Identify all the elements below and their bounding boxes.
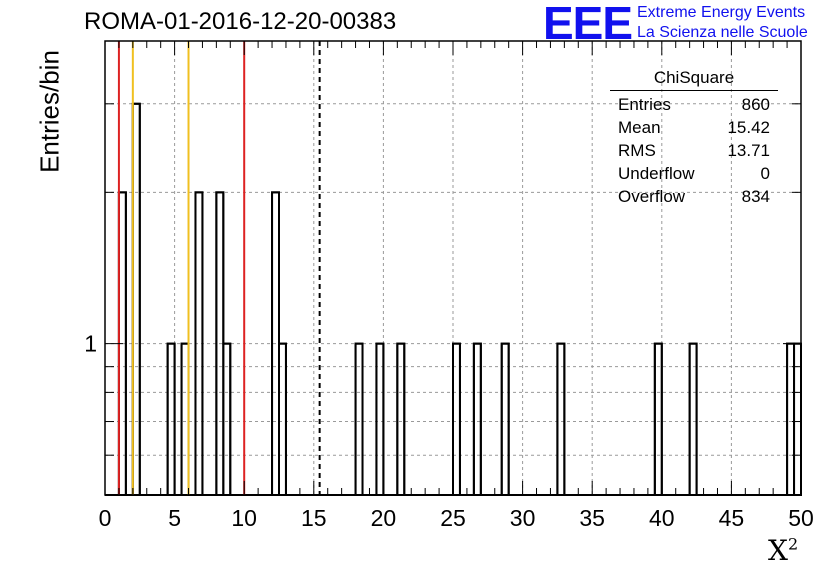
x-tick-label: 20 xyxy=(371,505,397,531)
stats-row-entries: Entries 860 xyxy=(610,93,778,116)
chart-title: ROMA-01-2016-12-20-00383 xyxy=(84,8,397,35)
stats-value: 834 xyxy=(741,187,770,206)
stats-label: Entries xyxy=(618,95,671,114)
x-tick-label: 10 xyxy=(231,505,257,531)
y-tick-label: 1 xyxy=(84,331,97,357)
x-axis-label-sup: 2 xyxy=(787,534,799,554)
stats-label: RMS xyxy=(618,141,656,160)
x-tick-label: 40 xyxy=(649,505,675,531)
eee-logo: EEE xyxy=(543,0,633,49)
x-tick-label: 5 xyxy=(168,505,181,531)
x-tick-label: 25 xyxy=(440,505,466,531)
stats-label: Mean xyxy=(618,118,661,137)
x-axis-label: X2 xyxy=(768,534,798,567)
stats-label: Underflow xyxy=(618,164,695,183)
histogram-bar xyxy=(131,102,141,496)
stats-value: 13.71 xyxy=(727,141,770,160)
stats-row-overflow: Overflow 834 xyxy=(610,185,778,208)
y-axis-label: Entries/bin xyxy=(34,50,65,173)
stats-label: Overflow xyxy=(618,187,686,206)
x-tick-label: 45 xyxy=(719,505,745,531)
stats-value: 860 xyxy=(741,95,770,114)
x-axis-label-base: X xyxy=(768,534,788,567)
logo-line-2: La Scienza nelle Scuole xyxy=(637,24,808,41)
stats-row-mean: Mean 15.42 xyxy=(610,116,778,139)
stats-row-rms: RMS 13.71 xyxy=(610,139,778,162)
x-tick-label: 0 xyxy=(99,505,112,531)
stats-value: 15.42 xyxy=(727,118,770,137)
stats-box: ChiSquare Entries 860 Mean 15.42 RMS 13.… xyxy=(610,66,778,208)
x-tick-label: 50 xyxy=(788,505,814,531)
y-axis-ticks: 1 xyxy=(84,103,801,456)
x-axis-ticks: 0 5 10 15 20 25 30 35 40 45 50 xyxy=(99,41,814,531)
reference-lines xyxy=(117,41,321,495)
stats-value: 0 xyxy=(760,164,770,183)
x-tick-label: 15 xyxy=(301,505,327,531)
x-tick-label: 35 xyxy=(579,505,605,531)
stats-title: ChiSquare xyxy=(610,66,778,91)
x-tick-label: 30 xyxy=(510,505,536,531)
stats-row-underflow: Underflow 0 xyxy=(610,162,778,185)
logo-line-1: Extreme Energy Events xyxy=(637,4,806,21)
